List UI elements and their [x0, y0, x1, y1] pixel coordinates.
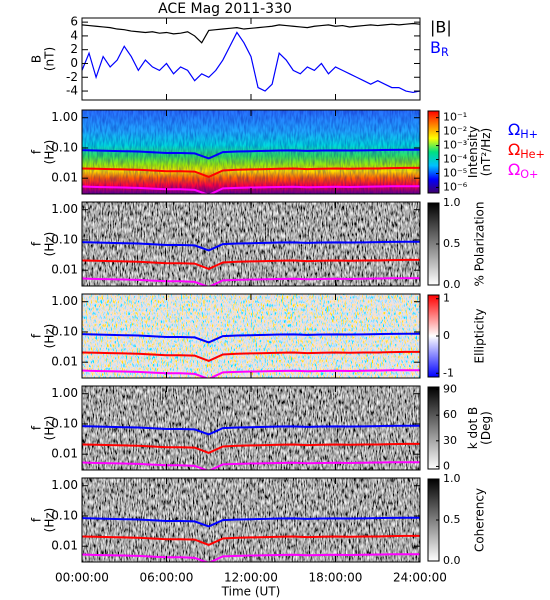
- colorbar-tick-label: 10⁻³: [443, 139, 467, 152]
- colorbar-tick-label: 90: [443, 383, 457, 396]
- y-tick-label: 0.01: [51, 447, 78, 461]
- colorbar-tick-label: 10⁻²: [443, 125, 467, 138]
- colorbar-label: % Polarization: [473, 202, 487, 287]
- y-tick-label: 0.01: [51, 355, 78, 369]
- colorbar-tick-label: 10⁻⁴: [443, 153, 468, 166]
- y-tick-label: -4: [66, 84, 78, 98]
- panel: ΩH+ΩHe+ΩO+1.000.100.01f (Hz)10⁻¹10⁻²10⁻³1…: [30, 109, 545, 195]
- y-axis-label: (Hz): [43, 140, 57, 165]
- gyrofrequency-line: [82, 461, 420, 470]
- y-axis-label: B: [30, 55, 44, 63]
- colorbar-label: (nT²/Hz): [479, 128, 493, 176]
- colorbar-tick-label: 10⁻⁵: [443, 166, 467, 179]
- gyrofrequency-line: [82, 350, 420, 363]
- gyrofrequency-line: [82, 424, 420, 436]
- x-tick-label: 24:00:00: [393, 571, 447, 585]
- y-axis-label: f: [30, 241, 44, 246]
- y-tick-label: 0.10: [51, 232, 78, 246]
- gyrofrequency-line: [82, 258, 420, 271]
- y-tick-label: 1.00: [51, 478, 78, 492]
- y-axis-label: (Hz): [43, 232, 57, 257]
- legend-entry: ΩO+: [508, 160, 538, 182]
- y-tick-label: 6: [70, 15, 78, 29]
- colorbar-tick-label: 0.5: [443, 237, 461, 250]
- colorbar-tick-label: 0: [443, 329, 450, 342]
- gyrofrequency-line: [82, 553, 420, 562]
- gyrofrequency-line: [82, 166, 420, 179]
- y-axis-label: (nT): [43, 47, 57, 71]
- data-line: [82, 22, 420, 44]
- colorbar: [427, 110, 440, 194]
- x-tick-label: 18:00:00: [309, 571, 363, 585]
- legend-entry: BR: [430, 38, 449, 60]
- y-tick-label: 1.00: [51, 202, 78, 216]
- y-tick-label: 1.00: [51, 386, 78, 400]
- y-tick-label: 1.00: [51, 294, 78, 308]
- panel: 1.00 0.10 0.01 f (Hz) 1 0 -1 Ellipticity: [30, 292, 487, 380]
- y-tick-label: 0.01: [51, 263, 78, 277]
- y-axis-label: f: [30, 517, 44, 522]
- colorbar-label: Ellipticity: [473, 309, 487, 364]
- colorbar-tick-label: 10⁻⁶: [443, 180, 468, 193]
- colorbar-label: (Deg): [479, 411, 493, 445]
- y-axis-label: (Hz): [43, 416, 57, 441]
- colorbar-tick-label: 1: [443, 292, 450, 305]
- colorbar: [427, 386, 440, 470]
- gyrofrequency-line: [82, 277, 420, 286]
- legend-entry: ΩHe+: [508, 140, 545, 162]
- colorbar-tick-label: 1.0: [443, 196, 461, 209]
- y-axis-label: f: [30, 425, 44, 430]
- gyrofrequency-line: [82, 516, 420, 528]
- colorbar-tick-label: 0.5: [443, 513, 461, 526]
- x-axis-label: Time (UT): [221, 585, 281, 599]
- y-tick-label: 4: [70, 28, 78, 42]
- x-tick-label: 00:00:00: [55, 571, 109, 585]
- panel: 1.00 0.10 0.01 f (Hz) 00:00:00 06:00:00 12:00:0…: [30, 472, 487, 599]
- colorbar-tick-label: 0.0: [443, 554, 461, 567]
- y-tick-label: 0.10: [51, 508, 78, 522]
- y-axis-label: (Hz): [43, 324, 57, 349]
- y-axis-label: f: [30, 333, 44, 338]
- gyrofrequency-line: [82, 442, 420, 455]
- gyrofrequency-line: [82, 240, 420, 252]
- colorbar-label: Intensity: [466, 126, 480, 178]
- y-tick-label: 2: [70, 42, 78, 56]
- colorbar-tick-label: 1.0: [443, 472, 461, 485]
- gyrofrequency-line: [82, 534, 420, 547]
- chart-title: ACE Mag 2011-330: [158, 1, 292, 17]
- y-tick-label: 0: [70, 56, 78, 70]
- y-tick-label: 0.01: [51, 539, 78, 553]
- colorbar-label: k dot B: [466, 407, 480, 449]
- data-line: [82, 31, 420, 94]
- y-tick-label: 1.00: [51, 110, 78, 124]
- y-tick-label: 0.10: [51, 140, 78, 154]
- y-tick-label: 0.10: [51, 416, 78, 430]
- y-tick-label: 0.10: [51, 324, 78, 338]
- gyrofrequency-line: [82, 148, 420, 160]
- y-tick-label: 0.01: [51, 171, 78, 185]
- x-tick-label: 12:00:00: [224, 571, 278, 585]
- legend-entry: |B|: [430, 18, 452, 37]
- gyrofrequency-line: [82, 369, 420, 378]
- gyrofrequency-line: [82, 185, 420, 194]
- gyrofrequency-line: [82, 332, 420, 344]
- colorbar-tick-label: -1: [443, 366, 454, 379]
- y-axis-label: f: [30, 149, 44, 154]
- colorbar-tick-label: 30: [443, 434, 457, 447]
- colorbar-tick-label: 10⁻¹: [443, 111, 467, 124]
- colorbar-tick-label: 0: [443, 459, 450, 472]
- panel: 1.00 0.10 0.01 f (Hz) 90 60 30 0 k dot B (Deg): [30, 383, 494, 473]
- panel: 1.00 0.10 0.01 f (Hz) 1.0 0.5 0.0 % Polarization: [30, 196, 487, 291]
- colorbar-tick-label: 0.0: [443, 278, 461, 291]
- y-axis-label: (Hz): [43, 508, 57, 533]
- colorbar-tick-label: 60: [443, 408, 457, 421]
- y-tick-label: -2: [66, 70, 78, 84]
- x-tick-label: 06:00:00: [140, 571, 194, 585]
- colorbar-label: Coherency: [473, 488, 487, 552]
- legend-entry: ΩH+: [508, 120, 538, 142]
